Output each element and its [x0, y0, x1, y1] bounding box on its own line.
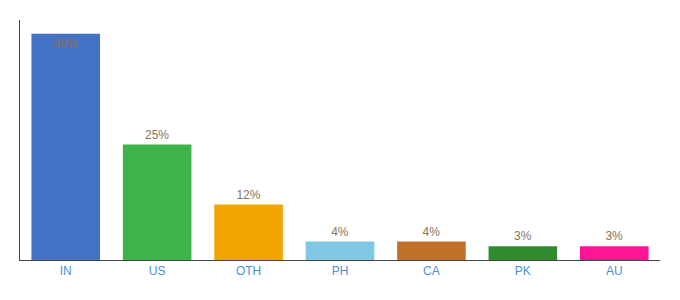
- svg-text:4%: 4%: [331, 225, 349, 239]
- svg-text:PK: PK: [515, 264, 531, 278]
- svg-text:US: US: [149, 264, 166, 278]
- svg-text:49%: 49%: [54, 37, 78, 51]
- svg-text:CA: CA: [423, 264, 440, 278]
- svg-text:25%: 25%: [145, 128, 169, 142]
- svg-text:3%: 3%: [514, 229, 532, 243]
- svg-text:AU: AU: [606, 264, 623, 278]
- svg-text:4%: 4%: [423, 225, 441, 239]
- svg-text:PH: PH: [332, 264, 349, 278]
- svg-text:12%: 12%: [236, 188, 260, 202]
- svg-text:OTH: OTH: [236, 264, 261, 278]
- svg-text:IN: IN: [60, 264, 72, 278]
- svg-text:3%: 3%: [605, 229, 623, 243]
